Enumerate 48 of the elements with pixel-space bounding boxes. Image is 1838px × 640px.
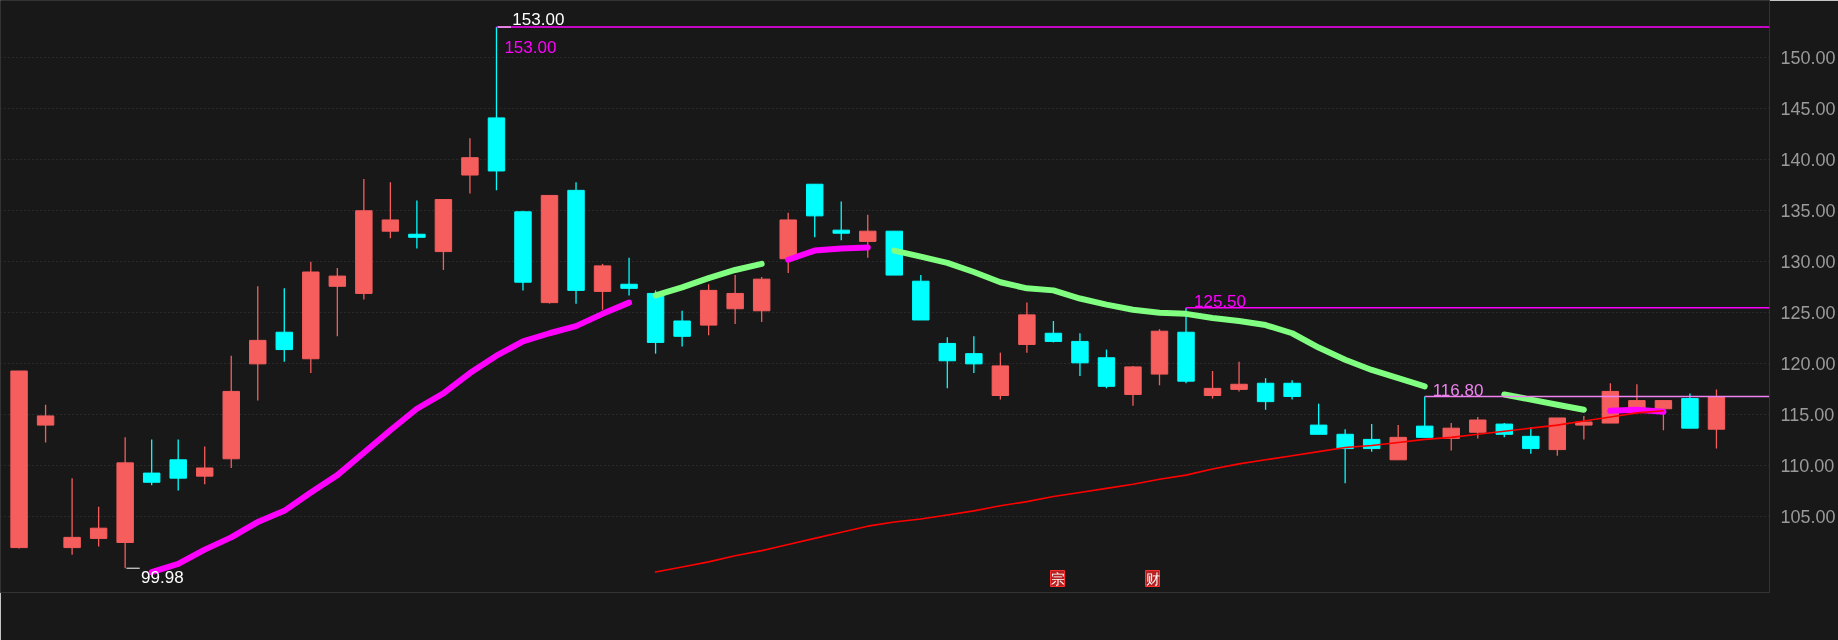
- candlestick: [381, 181, 400, 239]
- candlestick: [938, 336, 957, 390]
- y-tick-label: 130.00: [1780, 252, 1836, 273]
- candlestick: [63, 477, 81, 556]
- candlestick: [408, 199, 426, 250]
- candlestick: [249, 285, 267, 402]
- ref-line-label: 116.80: [1432, 380, 1484, 400]
- y-tick-label: 145.00: [1780, 99, 1836, 120]
- candlestick: [620, 257, 638, 297]
- candlestick: [142, 438, 161, 486]
- y-tick-label: 120.00: [1780, 354, 1836, 375]
- candlestick: [673, 310, 691, 348]
- candlestick: [1309, 403, 1328, 435]
- candlestick: [1203, 370, 1222, 400]
- candlestick: [328, 267, 347, 337]
- y-tick-label: 115.00: [1780, 405, 1835, 426]
- candlestick: [1469, 416, 1487, 440]
- candlestick: [1575, 415, 1593, 441]
- candlestick: [36, 404, 55, 444]
- y-tick-label: 125.00: [1780, 303, 1836, 324]
- candlestick: [169, 438, 187, 492]
- ref-line-label: 125.50: [1193, 291, 1246, 311]
- candlestick: [1389, 424, 1407, 461]
- candlestick: [461, 137, 479, 195]
- candlestick: [1283, 379, 1301, 401]
- candlestick: [965, 335, 983, 374]
- annotation: 153.00: [512, 10, 565, 30]
- ref-line-label: 153.00: [504, 38, 557, 58]
- annotation: 99.98: [141, 568, 184, 588]
- annotation: 宗: [1050, 570, 1065, 587]
- candlestick: [1522, 426, 1540, 455]
- y-tick-label: 110.00: [1780, 456, 1835, 477]
- candlestick: [89, 506, 108, 548]
- candlestick: [859, 214, 877, 259]
- candlestick: [1256, 377, 1275, 411]
- candlestick: [832, 200, 850, 242]
- candlestick: [196, 445, 214, 485]
- y-tick-label: 140.00: [1780, 150, 1836, 171]
- candlestick: [1230, 361, 1248, 393]
- y-tick-label: 150.00: [1780, 48, 1836, 69]
- candlestick: [1336, 428, 1354, 484]
- y-tick-label: 135.00: [1780, 201, 1836, 222]
- candlestick: [1416, 395, 1434, 439]
- candlestick: [726, 274, 744, 325]
- candlestick: [275, 287, 293, 363]
- candlestick: [1071, 332, 1089, 377]
- annotation: 财: [1145, 570, 1160, 587]
- y-tick-label: 105.00: [1780, 507, 1836, 528]
